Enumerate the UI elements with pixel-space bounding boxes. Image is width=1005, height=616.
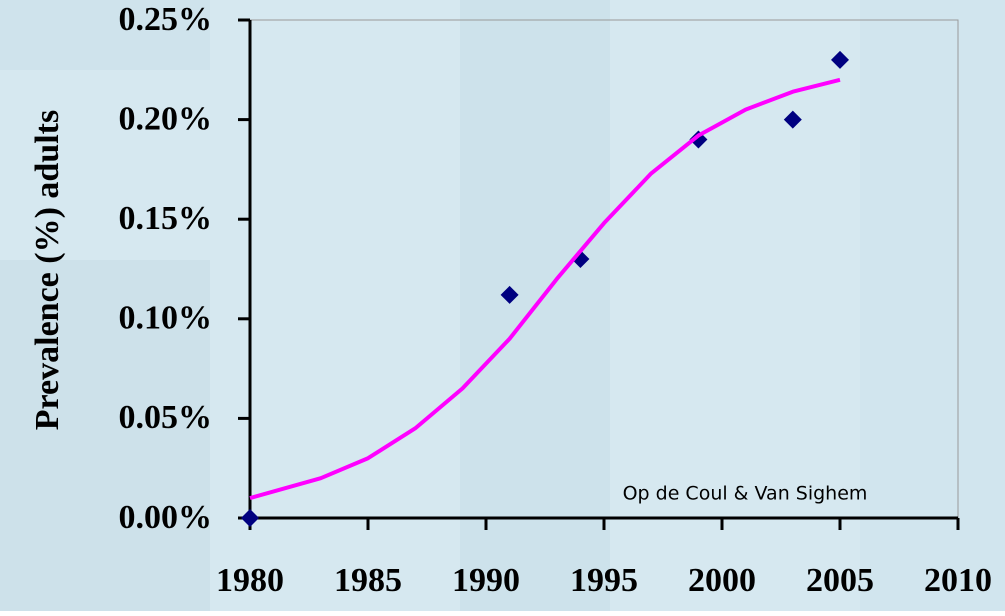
data-point [500, 285, 519, 304]
y-tick-label: 0.20% [119, 100, 213, 137]
data-point [831, 50, 849, 69]
y-tick-label: 0.00% [119, 499, 213, 536]
x-tick-label: 1995 [570, 562, 638, 599]
x-tick-label: 2005 [806, 562, 874, 599]
x-tick-label: 1990 [452, 562, 520, 599]
y-tick-label: 0.10% [119, 300, 213, 337]
background-band [860, 0, 1005, 611]
x-tick-label: 2000 [688, 562, 756, 599]
x-tick-label: 1985 [334, 562, 402, 599]
y-tick-label: 0.25% [119, 1, 213, 38]
x-tick-label: 1980 [216, 562, 284, 599]
annotation: Op de Coul & Van Sighem [623, 483, 868, 505]
data-point [241, 509, 259, 527]
data-point [783, 110, 802, 129]
x-tick-label: 2010 [924, 562, 992, 599]
y-tick-label: 0.05% [119, 399, 213, 436]
background-band [0, 260, 210, 611]
data-point [571, 250, 590, 269]
y-axis-label: Prevalence (%) adults [29, 110, 66, 430]
fit-line [249, 77, 841, 501]
background-band [0, 0, 210, 70]
y-tick-label: 0.15% [119, 200, 213, 237]
